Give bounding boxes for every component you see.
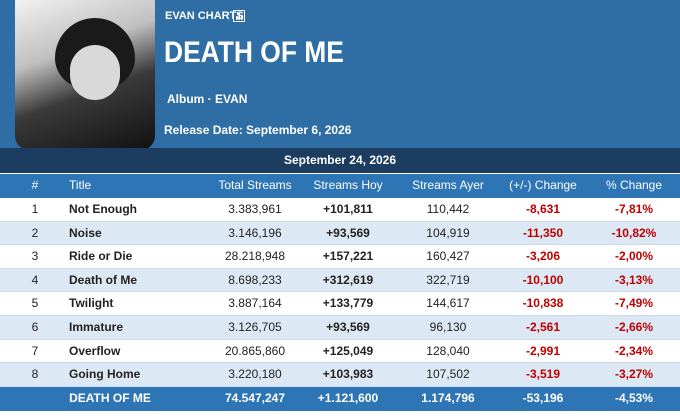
cell: Going Home: [69, 367, 141, 382]
cell: 6: [31, 320, 39, 334]
cell: +1.121,600: [317, 390, 379, 405]
cell: Death of Me: [69, 272, 138, 287]
cell: Streams Hoy: [313, 178, 383, 192]
cell: Noise: [69, 225, 102, 240]
cell: -2,991: [525, 343, 561, 358]
header-row: # Title Total Streams Streams Hoy Streams Ay…: [0, 174, 680, 198]
date-bar: September 24, 2026: [0, 148, 680, 173]
cell: -7,49%: [614, 296, 654, 311]
album-cover: [15, 0, 155, 150]
cell: +125,049: [322, 343, 374, 358]
table-row: 4 Death of Me 8.698,233 +312,619 322,719 -10,…: [0, 268, 680, 293]
cell: -3,206: [525, 249, 561, 264]
cell: 8.698,233: [228, 272, 282, 287]
cell: -2,34%: [614, 343, 654, 358]
table-row: 6 Immature 3.126,705 +93,569 96,130 -2,561 -2,…: [0, 316, 680, 340]
cell: DEATH OF ME: [69, 390, 151, 405]
cell: +312,619: [322, 272, 374, 287]
table-row: 5 Twilight 3.887,164 +133,779 144,617 -10,838…: [0, 292, 680, 316]
cell: Not Enough: [69, 202, 137, 216]
cell: 128,040: [426, 343, 470, 358]
chart-icon: [233, 10, 245, 22]
cell: (+/-) Change: [509, 178, 577, 192]
cell: -4,53%: [614, 390, 654, 405]
cell: 74.547,247: [224, 390, 286, 405]
cell: Overflow: [69, 343, 121, 358]
total-row: DEATH OF ME 74.547,247 +1.121,600 1.174,796…: [0, 386, 680, 411]
cell: Immature: [69, 320, 124, 334]
cell: 3: [31, 249, 39, 264]
cell: 4: [31, 272, 39, 287]
cell: 3.383,961: [228, 202, 282, 216]
title: DEATH OF ME: [164, 36, 344, 69]
cell: -2,00%: [614, 249, 654, 264]
cell: -3,13%: [614, 272, 654, 287]
cell: +157,221: [322, 249, 374, 264]
cell: 107,502: [426, 367, 470, 382]
cell: +101,811: [323, 202, 373, 216]
release-date: Release Date: September 6, 2026: [164, 123, 352, 137]
table-row: 7 Overflow 20.865,860 +125,049 128,040 -2,991…: [0, 339, 680, 364]
cell: -3,519: [525, 367, 561, 382]
cell: 20.865,860: [224, 343, 286, 358]
cell: -2,561: [525, 320, 561, 334]
cell: 3.126,705: [228, 320, 282, 334]
cell: 3.146,196: [228, 225, 282, 240]
cell: 110,442: [426, 202, 470, 216]
cell: 1: [31, 202, 39, 216]
cell: -10,100: [522, 272, 564, 287]
cell: +103,983: [322, 367, 374, 382]
table-row: 8 Going Home 3.220,180 +103,983 107,502 -3,51…: [0, 363, 680, 387]
cell: 5: [31, 296, 39, 311]
cell: -8,631: [525, 202, 561, 216]
cell: Twilight: [69, 296, 114, 311]
table-row: 1 Not Enough 3.383,961 +101,811 110,442 -8,63…: [0, 198, 680, 222]
cell: +133,779: [322, 296, 374, 311]
cell: -3,27%: [614, 367, 654, 382]
cell: 104,919: [426, 225, 470, 240]
cell: +93,569: [326, 225, 370, 240]
cell: 7: [31, 343, 39, 358]
table-row: 3 Ride or Die 28.218,948 +157,221 160,427 -3,…: [0, 245, 680, 269]
cell: 322,719: [426, 272, 470, 287]
cell: Streams Ayer: [412, 178, 484, 192]
cell: -11,350: [522, 225, 564, 240]
cell: 28.218,948: [224, 249, 286, 264]
cell: -53,196: [522, 390, 564, 405]
album: Album · EVAN: [167, 92, 248, 106]
cell: +93,569: [326, 320, 370, 334]
cell: 8: [31, 367, 39, 382]
cell: 3.220,180: [228, 367, 282, 382]
cell: #: [31, 178, 39, 192]
brand: EVAN CHARTS: [165, 10, 244, 22]
cell: -7,81%: [614, 202, 654, 216]
cell: 1.174,796: [421, 390, 475, 405]
cell: -10,82%: [611, 225, 657, 240]
cell: Ride or Die: [69, 249, 133, 264]
cell: -10,838: [522, 296, 564, 311]
cell: Title: [69, 178, 92, 192]
cell: -2,66%: [614, 320, 654, 334]
cell: 3.887,164: [228, 296, 282, 311]
cell: 144,617: [426, 296, 470, 311]
cell: 160,427: [426, 249, 470, 264]
cell: 2: [31, 225, 39, 240]
cell: 96,130: [429, 320, 467, 334]
cell: Total Streams: [218, 178, 292, 192]
table-row: 2 Noise 3.146,196 +93,569 104,919 -11,350 -10,…: [0, 221, 680, 246]
cell: % Change: [605, 178, 663, 192]
